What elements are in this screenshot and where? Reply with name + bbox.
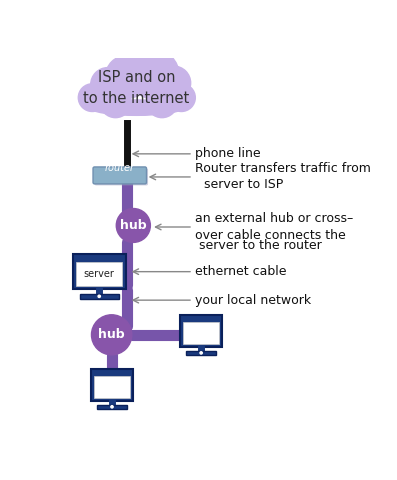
Circle shape xyxy=(100,87,131,118)
Text: server to ISP: server to ISP xyxy=(204,179,283,192)
Text: server to the router: server to the router xyxy=(195,239,321,252)
Text: server: server xyxy=(84,269,115,279)
Circle shape xyxy=(91,315,132,355)
Circle shape xyxy=(129,50,179,99)
FancyBboxPatch shape xyxy=(97,405,127,409)
FancyBboxPatch shape xyxy=(180,315,222,347)
Circle shape xyxy=(78,84,106,111)
Circle shape xyxy=(111,406,113,408)
FancyBboxPatch shape xyxy=(80,294,119,299)
FancyBboxPatch shape xyxy=(73,254,125,289)
Circle shape xyxy=(156,66,191,100)
FancyBboxPatch shape xyxy=(183,323,220,344)
Text: your local network: your local network xyxy=(195,294,311,307)
Circle shape xyxy=(116,208,150,242)
Text: ethernet cable: ethernet cable xyxy=(195,265,286,278)
Circle shape xyxy=(200,352,202,354)
Text: Router transfers traffic from: Router transfers traffic from xyxy=(195,162,370,175)
FancyBboxPatch shape xyxy=(93,167,146,184)
FancyBboxPatch shape xyxy=(187,351,216,355)
Text: ISP and on
to the internet: ISP and on to the internet xyxy=(83,71,189,107)
Text: hub: hub xyxy=(120,219,146,232)
Circle shape xyxy=(98,295,100,298)
Text: hub: hub xyxy=(98,328,125,341)
Circle shape xyxy=(168,84,195,111)
Text: router: router xyxy=(105,164,135,173)
Text: phone line: phone line xyxy=(195,147,260,160)
Ellipse shape xyxy=(90,100,183,115)
Circle shape xyxy=(146,87,177,118)
FancyBboxPatch shape xyxy=(76,262,123,286)
FancyBboxPatch shape xyxy=(94,376,130,398)
FancyBboxPatch shape xyxy=(91,369,133,401)
Circle shape xyxy=(106,55,149,98)
FancyBboxPatch shape xyxy=(94,168,148,185)
Circle shape xyxy=(91,68,125,101)
Text: over cable connects the: over cable connects the xyxy=(195,228,345,241)
Text: an external hub or cross–: an external hub or cross– xyxy=(195,213,353,226)
